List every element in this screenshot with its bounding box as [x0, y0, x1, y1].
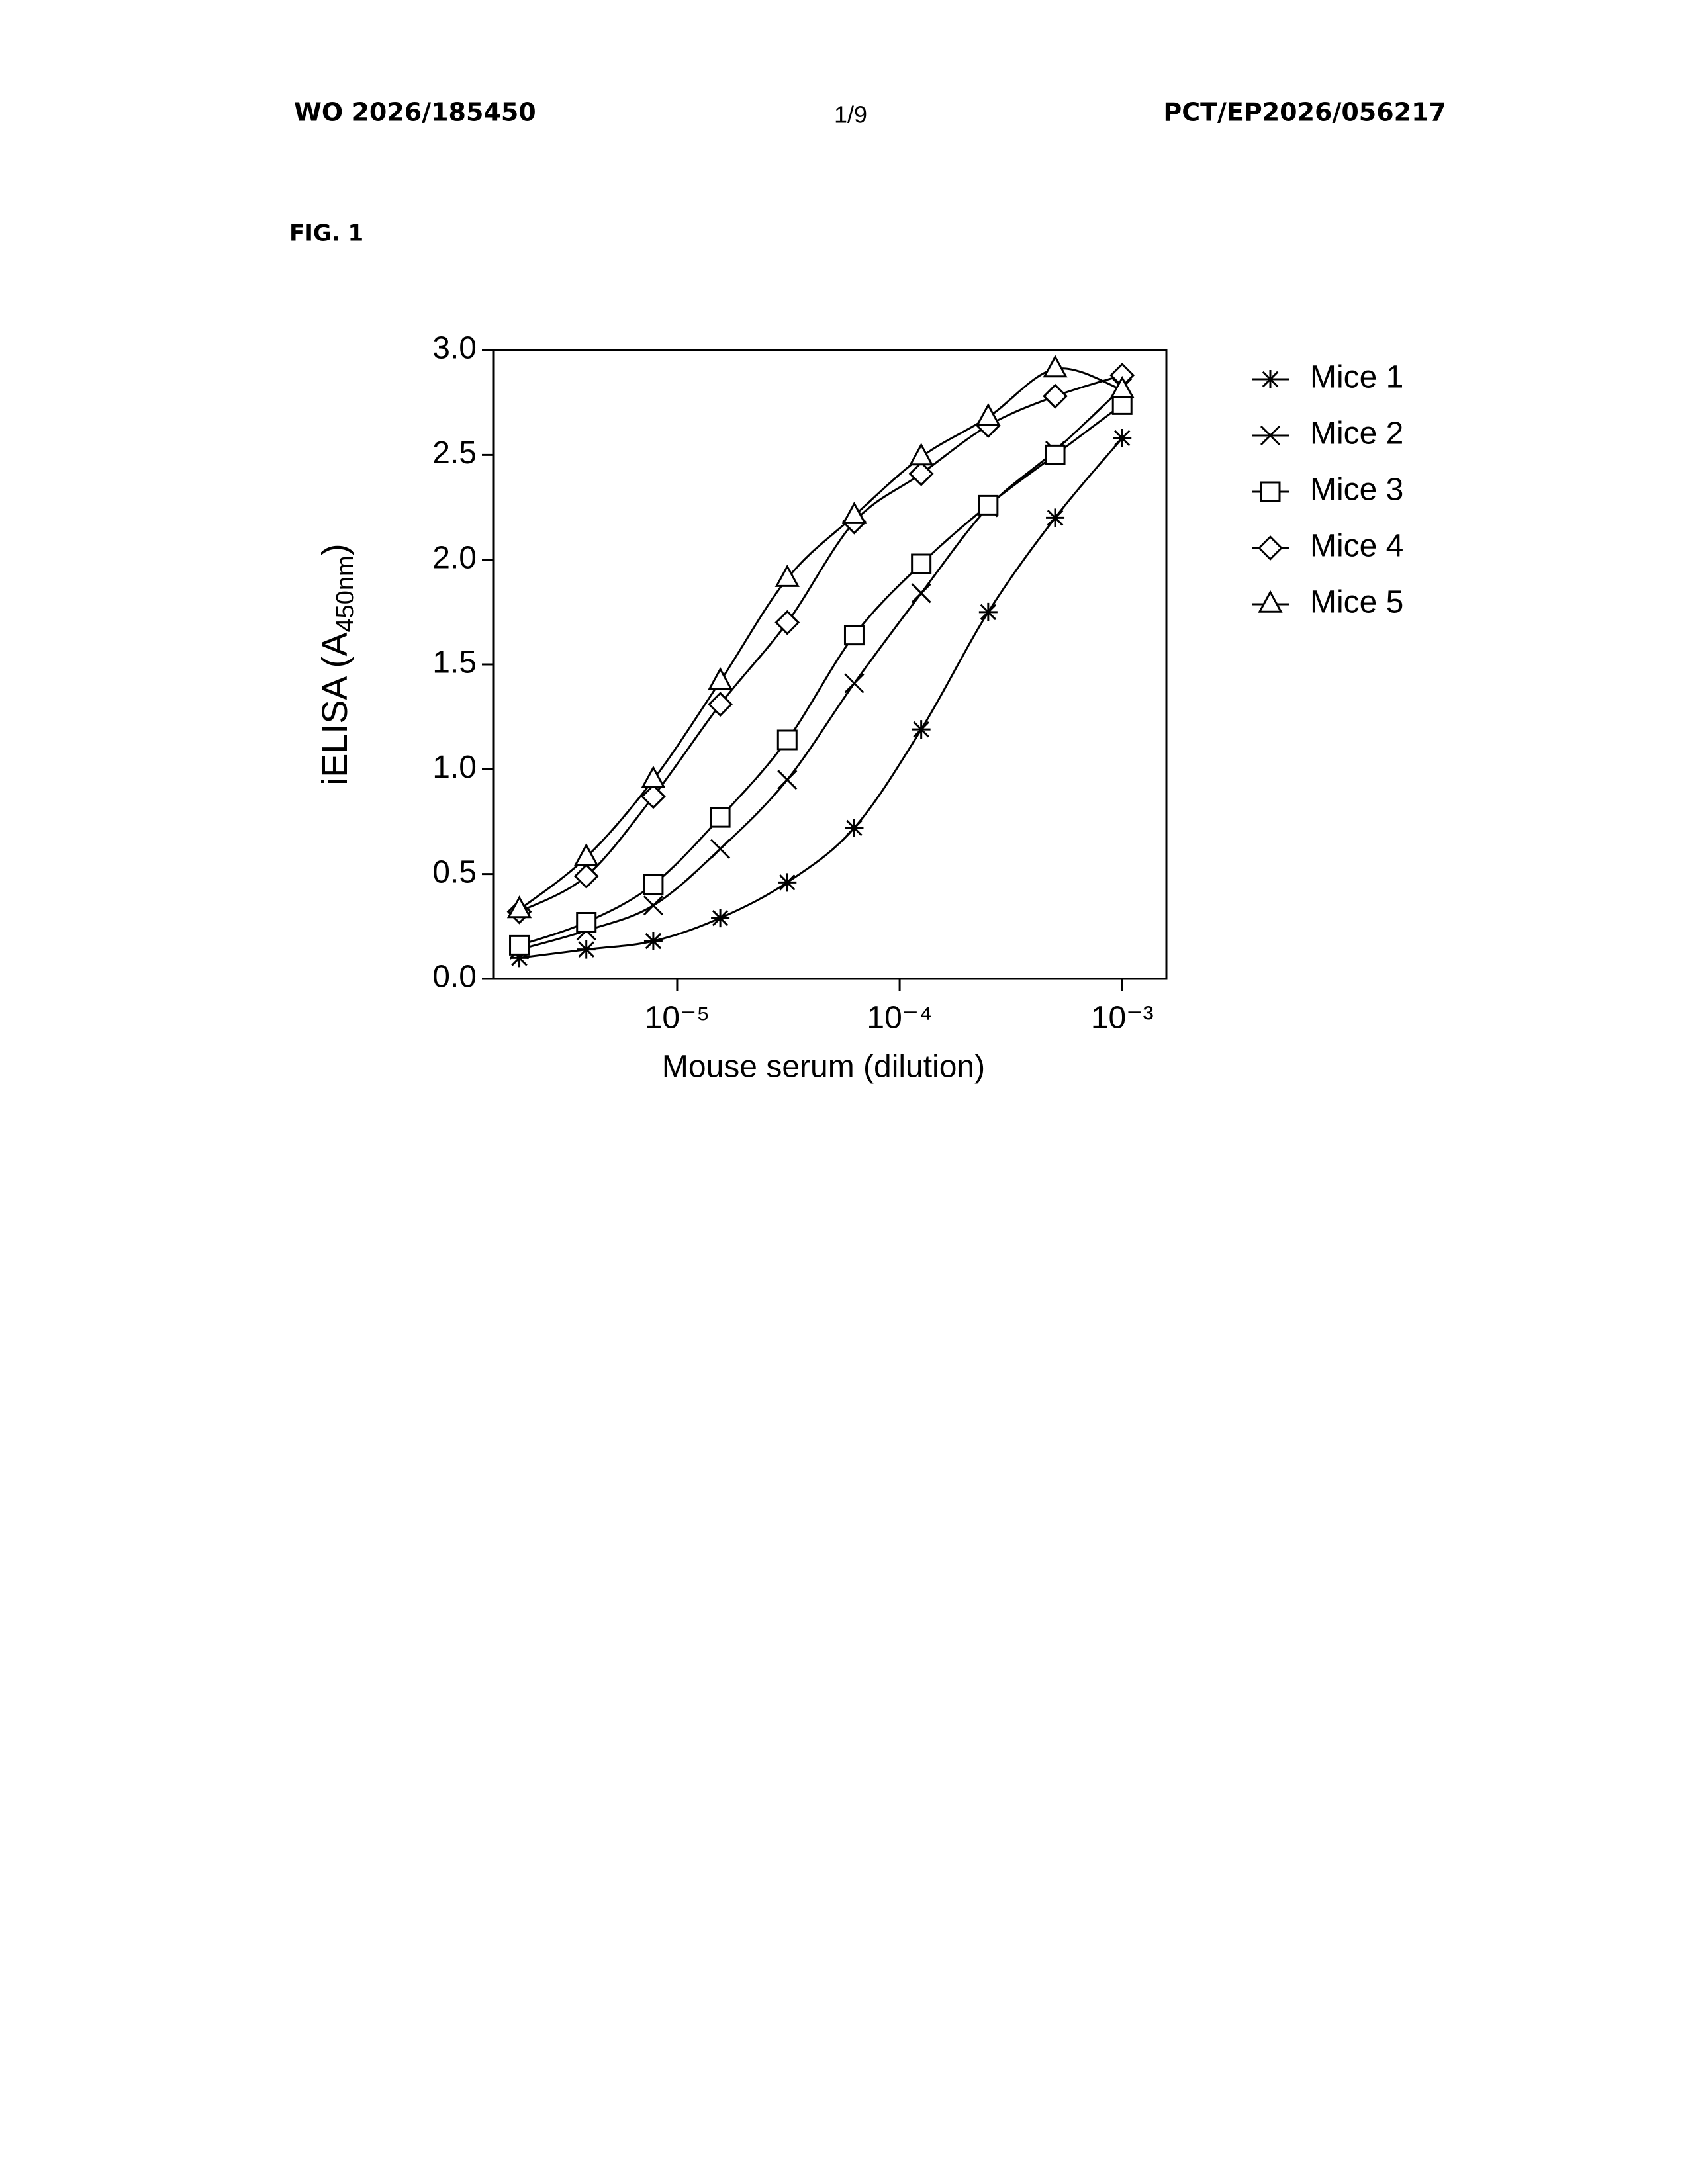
x-tick-label: 10⁻³: [1091, 1001, 1154, 1036]
data-point: [979, 603, 998, 621]
x-axis-label: Mouse serum (dilution): [662, 1050, 985, 1085]
data-point: [577, 940, 596, 959]
patent-page: WO 2026/185450 1/9 PCT/EP2026/056217 FIG…: [0, 0, 1688, 2184]
data-point: [912, 555, 931, 573]
data-point: [845, 819, 863, 837]
legend-label: Mice 3: [1310, 473, 1403, 508]
data-point: [711, 909, 729, 927]
x-tick-label: 10⁻⁵: [645, 1001, 710, 1036]
data-point: [1113, 429, 1131, 447]
data-point: [979, 496, 998, 514]
data-point: [577, 913, 596, 932]
y-tick-label: 2.0: [432, 540, 477, 575]
y-tick-label: 3.0: [432, 331, 477, 366]
y-tick-label: 1.0: [432, 750, 477, 785]
data-point: [845, 626, 863, 645]
data-point: [1046, 508, 1064, 527]
legend-label: Mice 2: [1310, 416, 1403, 451]
legend-marker: [1261, 370, 1280, 388]
legend-label: Mice 5: [1310, 585, 1403, 620]
y-tick-label: 0.0: [432, 960, 477, 995]
header-center: 1/9: [834, 101, 867, 128]
data-point: [711, 808, 729, 827]
header-right: PCT/EP2026/056217: [1163, 98, 1446, 127]
data-point: [778, 731, 796, 749]
y-tick-label: 2.5: [432, 435, 477, 471]
data-point: [912, 720, 931, 739]
data-point: [1046, 445, 1064, 464]
y-axis-label-part: iELISA (A: [315, 633, 355, 786]
data-point: [644, 876, 663, 894]
figure-label: FIG. 1: [289, 220, 363, 247]
legend-marker: [1261, 482, 1280, 501]
data-point: [778, 873, 796, 891]
data-point: [510, 936, 529, 954]
header-left: WO 2026/185450: [294, 98, 536, 127]
legend-label: Mice 1: [1310, 360, 1403, 395]
x-tick-label: 10⁻⁴: [867, 1001, 932, 1036]
y-axis-label-subscript: 450nm: [332, 555, 359, 632]
page-background: [0, 0, 1688, 2184]
y-tick-label: 1.5: [432, 645, 477, 680]
legend-label: Mice 4: [1310, 529, 1403, 564]
y-axis-label-part: ): [315, 543, 355, 555]
y-tick-label: 0.5: [432, 854, 477, 889]
data-point: [644, 932, 663, 950]
